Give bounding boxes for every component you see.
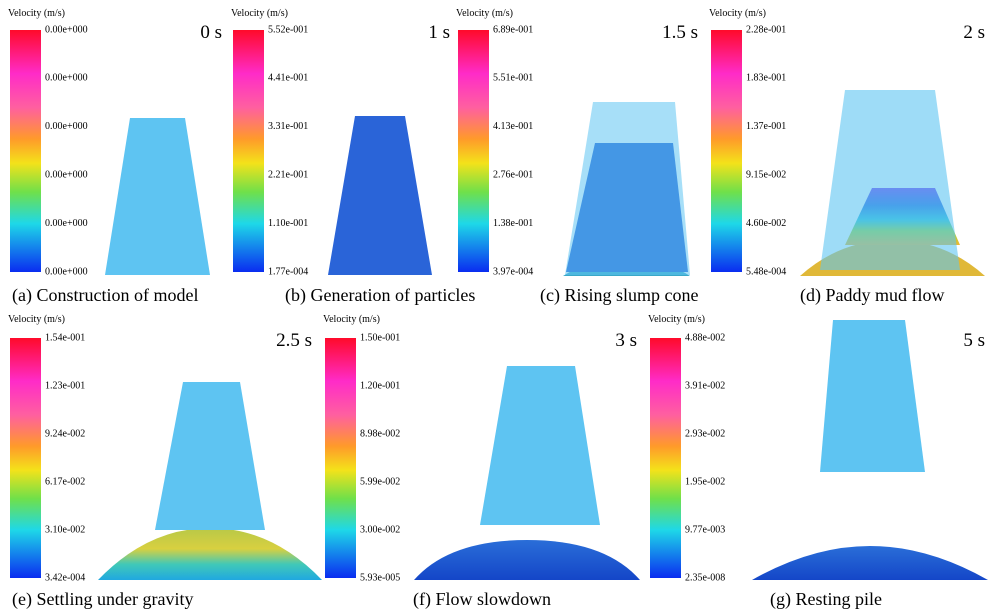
- colorbar-label: 6.17e-002: [45, 476, 85, 487]
- colorbar-label: 2.21e-001: [268, 169, 308, 180]
- colorbar-label: 2.93e-002: [685, 428, 725, 439]
- colorbar-title: Velocity (m/s): [709, 8, 766, 19]
- colorbar-label: 1.50e-001: [360, 332, 400, 343]
- slump-cone: [105, 118, 210, 275]
- colorbar-label: 1.83e-001: [746, 73, 786, 84]
- caption: (e) Settling under gravity: [12, 589, 193, 610]
- colorbar-label: 1.20e-001: [360, 380, 400, 391]
- colorbar: [10, 338, 41, 578]
- colorbar-label: 3.10e-002: [45, 524, 85, 535]
- colorbar-label: 0.00e+000: [45, 121, 88, 132]
- colorbar-label: 1.95e-002: [685, 476, 725, 487]
- colorbar-label: 0.00e+000: [45, 169, 88, 180]
- colorbar-label: 5.99e-002: [360, 476, 400, 487]
- time-label: 1 s: [428, 22, 450, 43]
- colorbar-label: 4.41e-001: [268, 73, 308, 84]
- colorbar-label: 8.98e-002: [360, 428, 400, 439]
- caption: (b) Generation of particles: [285, 285, 475, 306]
- mud-pile: [752, 546, 988, 580]
- colorbar-title: Velocity (m/s): [8, 314, 65, 325]
- colorbar-label: 1.38e-001: [493, 218, 533, 229]
- time-label: 0 s: [200, 22, 222, 43]
- colorbar-label: 5.51e-001: [493, 73, 533, 84]
- slump-cone: [820, 90, 960, 270]
- colorbar: [458, 30, 489, 272]
- caption: (f) Flow slowdown: [413, 589, 551, 610]
- colorbar: [711, 30, 742, 272]
- slump-cone: [820, 320, 925, 472]
- colorbar-label: 2.28e-001: [746, 24, 786, 35]
- colorbar-label: 1.23e-001: [45, 380, 85, 391]
- colorbar-label: 5.52e-001: [268, 24, 308, 35]
- colorbar-label: 6.89e-001: [493, 24, 533, 35]
- colorbar-label: 4.88e-002: [685, 332, 725, 343]
- colorbar-label: 9.24e-002: [45, 428, 85, 439]
- colorbar-label: 2.76e-001: [493, 169, 533, 180]
- colorbar-title: Velocity (m/s): [456, 8, 513, 19]
- colorbar-title: Velocity (m/s): [231, 8, 288, 19]
- colorbar-label: 1.10e-001: [268, 218, 308, 229]
- colorbar: [650, 338, 681, 578]
- colorbar-title: Velocity (m/s): [8, 8, 65, 19]
- particle-column: [328, 116, 432, 275]
- colorbar-label: 1.54e-001: [45, 332, 85, 343]
- colorbar-label: 1.77e-004: [268, 266, 308, 277]
- colorbar: [233, 30, 264, 272]
- colorbar-label: 3.42e-004: [45, 572, 85, 583]
- time-label: 3 s: [615, 330, 637, 351]
- colorbar-label: 4.13e-001: [493, 121, 533, 132]
- mud-pile: [414, 540, 640, 580]
- colorbar-label: 5.93e-005: [360, 572, 400, 583]
- slump-cone: [565, 102, 690, 275]
- figure: Velocity (m/s) 0.00e+000 0.00e+000 0.00e+00…: [0, 0, 988, 613]
- colorbar-label: 4.60e-002: [746, 218, 786, 229]
- caption: (a) Construction of model: [12, 285, 198, 306]
- colorbar: [10, 30, 41, 272]
- mud-pile: [98, 528, 322, 580]
- colorbar-label: 3.31e-001: [268, 121, 308, 132]
- colorbar-label: 5.48e-004: [746, 266, 786, 277]
- colorbar-label: 2.35e-008: [685, 572, 725, 583]
- caption: (c) Rising slump cone: [540, 285, 698, 306]
- time-label: 2.5 s: [276, 330, 312, 351]
- colorbar-title: Velocity (m/s): [323, 314, 380, 325]
- colorbar-label: 0.00e+000: [45, 73, 88, 84]
- caption: (g) Resting pile: [770, 589, 882, 610]
- caption: (d) Paddy mud flow: [800, 285, 944, 306]
- colorbar: [325, 338, 356, 578]
- colorbar-label: 1.37e-001: [746, 121, 786, 132]
- colorbar-label: 9.77e-003: [685, 524, 725, 535]
- colorbar-label: 3.00e-002: [360, 524, 400, 535]
- colorbar-label: 3.97e-004: [493, 266, 533, 277]
- colorbar-label: 9.15e-002: [746, 169, 786, 180]
- colorbar-label: 3.91e-002: [685, 380, 725, 391]
- time-label: 1.5 s: [662, 22, 698, 43]
- time-label: 5 s: [963, 330, 985, 351]
- time-label: 2 s: [963, 22, 985, 43]
- slump-cone: [480, 366, 600, 525]
- colorbar-label: 0.00e+000: [45, 24, 88, 35]
- colorbar-title: Velocity (m/s): [648, 314, 705, 325]
- colorbar-label: 0.00e+000: [45, 218, 88, 229]
- slump-cone: [155, 382, 265, 530]
- colorbar-label: 0.00e+000: [45, 266, 88, 277]
